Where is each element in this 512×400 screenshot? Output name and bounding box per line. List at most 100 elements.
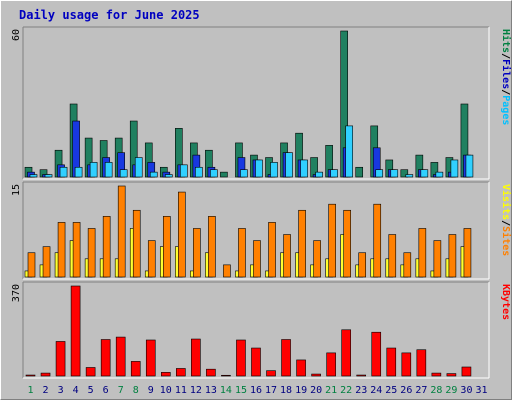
bar-pages-day-6: [104, 162, 113, 178]
bar-sites-day-1: [27, 252, 36, 278]
bar-kbytes-day-21: [326, 352, 336, 377]
bar-kbytes-day-23: [356, 374, 367, 377]
x-tick-label: 30: [460, 385, 472, 396]
x-tick-label: 27: [415, 385, 427, 396]
x-tick-label: 17: [265, 385, 277, 396]
bar-sites-day-30: [463, 228, 472, 278]
bar-sites-day-3: [57, 222, 66, 278]
bar-sites-day-4: [72, 222, 81, 278]
bar-kbytes-day-10: [160, 372, 171, 377]
bar-pages-day-22: [345, 125, 353, 178]
bar-kbytes-day-1: [25, 374, 36, 377]
x-tick-label: 25: [385, 385, 397, 396]
bar-kbytes-day-16: [251, 347, 261, 377]
bar-pages-day-21: [330, 169, 338, 178]
bar-kbytes-day-24: [371, 331, 382, 377]
x-tick-label: 12: [190, 385, 202, 396]
panel-legend: KBytes: [500, 284, 511, 320]
x-tick-label: 2: [43, 385, 49, 396]
bar-kbytes-day-29: [446, 373, 457, 377]
bar-hits-day-23: [355, 166, 364, 178]
panel-hits-files-pages: 60 Hits/Files/Pages: [11, 26, 511, 180]
x-tick-label: 14: [220, 385, 232, 396]
bar-hits-day-14: [220, 171, 228, 178]
x-tick-label: 29: [445, 385, 457, 396]
y-axis-max-label: 370: [11, 284, 22, 302]
bar-sites-day-17: [268, 222, 276, 278]
x-tick-label: 31: [475, 385, 487, 396]
bar-kbytes-day-12: [191, 338, 201, 377]
legend-entry: Pages: [500, 95, 511, 125]
bar-pages-day-17: [270, 162, 278, 178]
x-tick-label: 15: [235, 385, 247, 396]
x-axis-day-labels: 1 2 3 4 5 6 7 8 9 10 11 12 13 14 15 16 17 18 19 20 21 22 23 24 2…: [28, 385, 488, 396]
legend-entry: Visits: [500, 184, 511, 220]
bar-sites-day-23: [358, 252, 367, 278]
bar-sites-day-21: [328, 203, 336, 278]
bar-kbytes-day-14: [221, 374, 231, 377]
legend-entry: /: [500, 89, 511, 95]
y-axis-max-label: 60: [11, 29, 22, 41]
x-tick-label: 3: [58, 385, 64, 396]
bar-pages-day-26: [405, 174, 414, 178]
bar-sites-day-8: [132, 209, 141, 278]
bar-kbytes-day-4: [70, 285, 81, 377]
bar-kbytes-day-20: [311, 373, 321, 377]
y-axis-max-label: 15: [11, 184, 22, 196]
x-tick-label: 23: [355, 385, 367, 396]
bar-sites-day-27: [418, 228, 427, 278]
bar-kbytes-day-13: [206, 368, 216, 377]
x-tick-label: 7: [118, 385, 124, 396]
bar-pages-day-24: [375, 169, 384, 178]
bar-hits-day-26: [400, 169, 409, 178]
chart-panels: 60 Hits/Files/Pages 15 Visits/Sites 370 KByte…: [11, 26, 511, 379]
x-tick-label: 22: [340, 385, 352, 396]
bar-kbytes-day-15: [236, 339, 246, 377]
bar-kbytes-day-30: [461, 366, 472, 377]
bar-sites-day-5: [87, 228, 96, 278]
bar-sites-day-22: [343, 209, 351, 278]
bar-sites-day-11: [178, 191, 186, 278]
bar-sites-day-6: [102, 216, 111, 278]
bar-pages-day-25: [390, 169, 399, 178]
bar-kbytes-day-28: [431, 372, 442, 377]
bar-pages-day-29: [450, 159, 459, 178]
bar-pages-day-13: [210, 169, 218, 178]
bar-sites-day-29: [448, 234, 457, 278]
bar-pages-day-9: [149, 171, 158, 178]
bar-pages-day-30: [465, 154, 474, 178]
legend-entry: /: [500, 220, 511, 226]
bar-sites-day-28: [433, 240, 442, 278]
bar-kbytes-day-17: [266, 370, 276, 377]
bar-sites-day-24: [373, 203, 382, 278]
x-tick-label: 5: [88, 385, 94, 396]
bar-sites-day-16: [253, 240, 261, 278]
x-tick-label: 21: [325, 385, 337, 396]
x-tick-label: 26: [400, 385, 412, 396]
bar-kbytes-day-7: [115, 336, 126, 377]
legend-entry: /: [500, 53, 511, 59]
bar-pages-day-12: [195, 166, 203, 178]
bar-kbytes-day-9: [145, 339, 156, 377]
bar-sites-day-14: [223, 264, 231, 278]
bar-pages-day-8: [134, 157, 143, 178]
bar-pages-day-1: [29, 174, 38, 178]
x-tick-label: 6: [103, 385, 109, 396]
x-tick-label: 19: [295, 385, 307, 396]
bar-pages-day-20: [315, 171, 323, 178]
panel-legend: Visits/Sites: [500, 184, 511, 256]
bar-kbytes-day-22: [341, 329, 351, 377]
bar-sites-day-26: [403, 252, 412, 278]
bar-pages-day-2: [44, 174, 53, 178]
bar-pages-day-7: [119, 169, 128, 178]
x-tick-label: 9: [148, 385, 154, 396]
x-tick-label: 11: [175, 385, 187, 396]
bar-kbytes-day-6: [100, 339, 111, 377]
bar-sites-day-12: [193, 228, 201, 278]
x-tick-label: 1: [28, 385, 34, 396]
bar-sites-day-13: [208, 216, 216, 278]
panel-legend: Hits/Files/Pages: [500, 29, 511, 125]
legend-entry: Files: [500, 59, 511, 89]
chart-title: Daily usage for June 2025: [19, 8, 200, 22]
